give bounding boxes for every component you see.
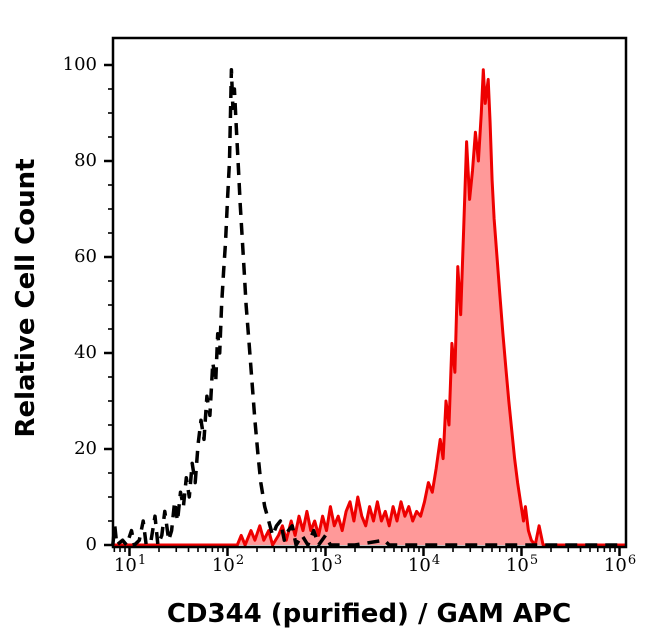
plot-frame <box>111 36 628 549</box>
x-axis-title: CD344 (purified) / GAM APC <box>166 599 572 629</box>
x-tick-label: 106 <box>603 553 637 576</box>
x-tick-label: 103 <box>309 553 343 576</box>
sample-histogram-line <box>112 68 627 547</box>
sample-histogram-fill <box>112 69 627 546</box>
control-histogram-dashed-line <box>111 68 627 547</box>
y-tick-label: 40 <box>74 342 97 363</box>
y-tick-label: 20 <box>74 438 97 459</box>
x-tick-label: 104 <box>407 553 441 576</box>
x-tick-label: 101 <box>113 553 147 576</box>
x-tick-label: 105 <box>505 553 539 576</box>
y-tick-label: 80 <box>74 150 97 171</box>
y-tick-label: 60 <box>74 246 97 267</box>
y-tick-label: 100 <box>62 54 97 75</box>
y-axis-title: Relative Cell Count <box>11 158 41 438</box>
y-tick-label: 0 <box>85 534 97 555</box>
x-tick-label: 102 <box>211 553 245 576</box>
